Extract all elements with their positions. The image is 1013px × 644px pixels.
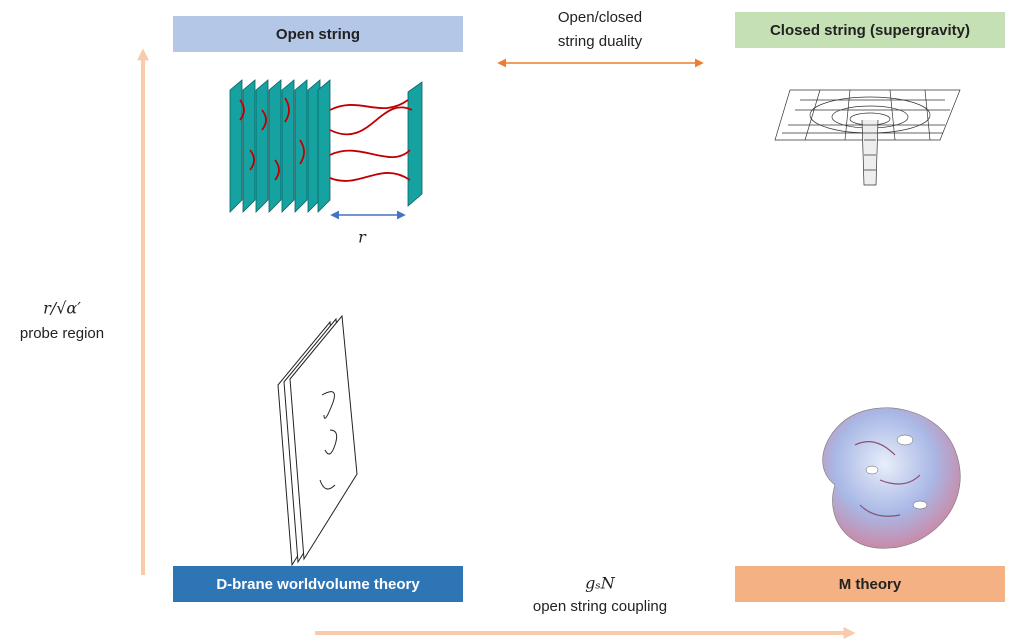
x-axis-label: open string coupling [533,598,667,615]
funnel-illustration [774,89,961,186]
separation-label: r [358,228,367,247]
m-theory-illustration [822,407,961,549]
x-axis-symbol: gₛN [585,574,616,593]
box-label: Closed string (supergravity) [770,22,970,39]
box [735,12,1005,48]
box-label: Open string [276,26,360,43]
duality-label: Open/closed [558,9,642,26]
box [173,566,463,602]
box-label: M theory [839,576,902,593]
y-axis-symbol: r/√α′ [43,299,81,318]
y-axis-label: probe region [20,325,104,342]
sheet-stack [277,314,358,567]
box-label: D-brane worldvolume theory [216,576,420,593]
box [735,566,1005,602]
box [173,16,463,52]
brane-stack [229,79,423,213]
open-strings [239,97,413,182]
duality-label: string duality [558,33,643,50]
